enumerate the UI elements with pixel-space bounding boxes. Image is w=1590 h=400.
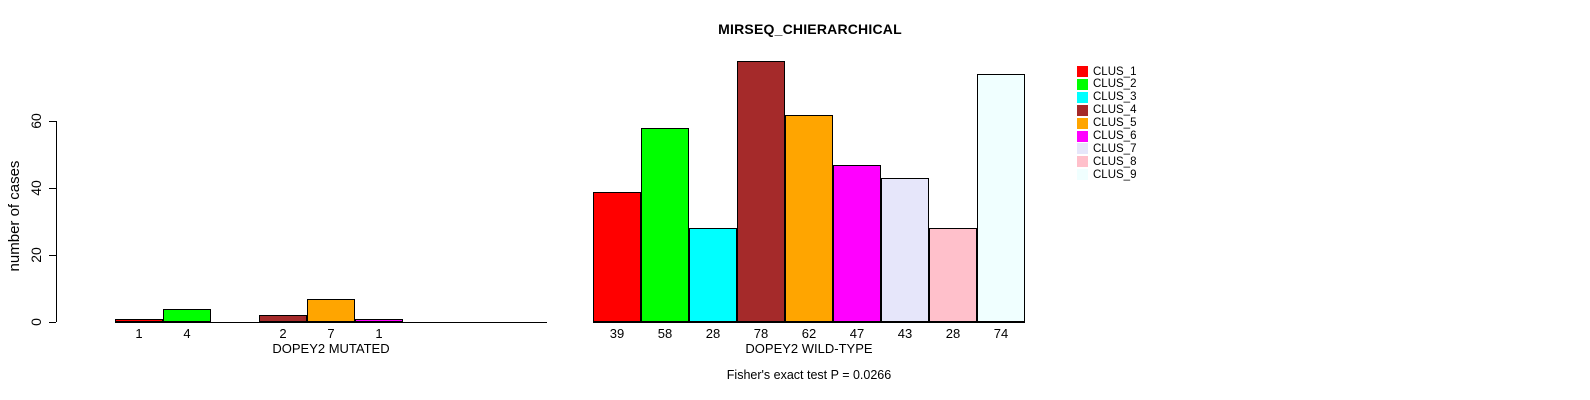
bar-clus_4: [737, 61, 785, 322]
bar-value-label: 4: [183, 326, 191, 341]
y-axis-tick-label: 40: [28, 180, 44, 196]
bar-value-label: 2: [279, 326, 287, 341]
legend-swatch: [1077, 156, 1088, 168]
y-axis-tick-label: 0: [28, 318, 44, 326]
x-axis-line: [115, 322, 547, 323]
legend-label: CLUS_3: [1093, 91, 1137, 104]
legend-swatch: [1077, 117, 1088, 129]
x-axis-label: DOPEY2 MUTATED: [272, 341, 390, 356]
y-axis-label: number of cases: [6, 160, 23, 272]
bar-clus_3: [689, 228, 737, 322]
legend-swatch: [1077, 66, 1088, 77]
legend-item: CLUS_4: [1077, 104, 1136, 116]
bar-value-label: 74: [993, 326, 1009, 341]
bar-value-label: 28: [705, 326, 721, 341]
legend-item: CLUS_5: [1077, 117, 1136, 129]
bar-value-label: 28: [945, 326, 961, 341]
legend-item: CLUS_8: [1077, 156, 1136, 168]
bar-clus_6: [833, 165, 881, 322]
y-axis-line: [56, 121, 57, 322]
bar-value-label: 78: [753, 326, 769, 341]
bar-value-label: 1: [375, 326, 383, 341]
bar-clus_9: [977, 74, 1025, 322]
legend-item: CLUS_9: [1077, 169, 1136, 181]
legend-label: CLUS_5: [1093, 117, 1137, 130]
legend-item: CLUS_7: [1077, 143, 1136, 155]
legend-swatch: [1077, 78, 1088, 90]
y-axis-tick: [49, 187, 56, 189]
y-axis-tick: [49, 120, 56, 122]
legend-item: CLUS_2: [1077, 78, 1136, 90]
legend-label: CLUS_1: [1093, 65, 1137, 78]
bar-value-label: 7: [327, 326, 335, 341]
legend-label: CLUS_4: [1093, 104, 1137, 117]
bar-clus_2: [163, 309, 211, 322]
y-axis-tick-label: 60: [28, 113, 44, 130]
legend-swatch: [1077, 91, 1088, 103]
x-axis-line: [593, 322, 1025, 323]
y-axis-tick-label: 20: [28, 247, 44, 263]
bar-value-label: 43: [897, 326, 913, 341]
chart-title: MIRSEQ_CHIERARCHICAL: [718, 21, 902, 37]
legend-label: CLUS_6: [1093, 130, 1137, 142]
legend-item: CLUS_6: [1077, 130, 1136, 142]
legend-label: CLUS_8: [1093, 155, 1137, 168]
legend-swatch: [1077, 130, 1088, 142]
bar-clus_5: [785, 115, 833, 322]
bar-value-label: 47: [849, 326, 865, 341]
bar-clus_4: [259, 315, 307, 322]
y-axis-tick: [49, 254, 56, 256]
legend-label: CLUS_7: [1093, 142, 1137, 155]
bar-clus_1: [115, 319, 163, 322]
bar-clus_7: [881, 178, 929, 322]
legend-label: CLUS_9: [1093, 168, 1137, 181]
bar-value-label: 62: [801, 326, 817, 341]
bar-value-label: 58: [657, 326, 673, 341]
legend-label: CLUS_2: [1093, 78, 1137, 91]
legend-swatch: [1077, 143, 1088, 155]
legend-item: CLUS_3: [1077, 91, 1136, 103]
legend-swatch: [1077, 104, 1088, 116]
bar-clus_2: [641, 128, 689, 322]
legend-swatch: [1077, 169, 1088, 181]
bar-clus_5: [307, 299, 355, 322]
bar-clus_1: [593, 192, 641, 322]
legend-item: CLUS_1: [1077, 66, 1136, 78]
bar-value-label: 1: [135, 326, 143, 341]
y-axis-tick: [49, 321, 56, 323]
bar-clus_8: [929, 228, 977, 322]
bar-value-label: 39: [609, 326, 625, 341]
annotation-text: Fisher's exact test P = 0.0266: [726, 368, 892, 382]
x-axis-label: DOPEY2 WILD-TYPE: [745, 341, 873, 356]
bar-clus_6: [355, 319, 403, 322]
